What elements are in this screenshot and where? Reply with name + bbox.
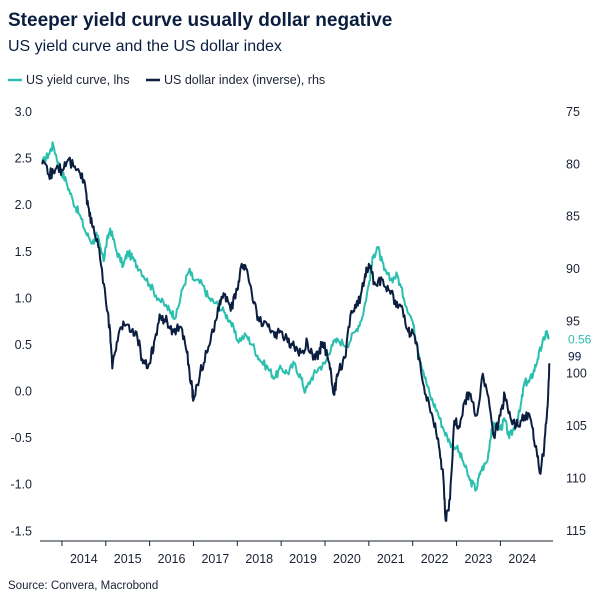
- left-axis-tick-label: 3.0: [15, 105, 32, 119]
- right-axis-tick-label: 90: [566, 262, 580, 276]
- left-axis-tick-label: 2.5: [15, 152, 32, 166]
- right-axis-tick-label: 105: [566, 419, 587, 433]
- x-axis-tick-label: 2019: [289, 552, 317, 566]
- x-axis-tick-label: 2016: [158, 552, 186, 566]
- right-axis-tick-label: 100: [566, 367, 587, 381]
- right-axis-tick-label: 95: [566, 314, 580, 328]
- x-axis-tick-label: 2015: [114, 552, 142, 566]
- left-axis-tick-label: 0.0: [15, 385, 32, 399]
- legend: US yield curve, lhs US dollar index (inv…: [8, 73, 325, 87]
- left-axis-tick-label: -1.0: [10, 478, 32, 492]
- right-axis-tick-label: 110: [566, 471, 586, 485]
- right-axis-tick-label: 115: [566, 524, 586, 538]
- series-line-yield-curve: [41, 141, 550, 492]
- x-axis-tick-label: 2020: [333, 552, 361, 566]
- x-axis-tick-label: 2022: [421, 552, 449, 566]
- left-axis-tick-label: -0.5: [10, 431, 32, 445]
- legend-label-dollar-index: US dollar index (inverse), rhs: [164, 73, 325, 87]
- x-axis-tick-label: 2021: [377, 552, 405, 566]
- left-axis-ticks: 3.0 2.5 2.0 1.5 1.0 0.5 0.0 -0.5 -1.0 -1.5: [10, 105, 32, 538]
- end-label-yield-curve: 0.56: [568, 332, 592, 346]
- chart-subtitle: US yield curve and the US dollar index: [8, 38, 282, 55]
- x-axis-tick-label: 2024: [508, 552, 536, 566]
- left-axis-tick-label: 1.5: [15, 245, 32, 259]
- left-axis-tick-label: 0.5: [15, 338, 32, 352]
- right-axis-tick-label: 75: [566, 105, 580, 119]
- x-axis-tick-label: 2018: [245, 552, 273, 566]
- right-axis-tick-label: 80: [566, 157, 580, 171]
- left-axis-tick-label: 2.0: [15, 198, 32, 212]
- plot-area: 2014 2015 2016 2017 2018 2019 2020 2021 2022 2023…: [10, 105, 591, 566]
- series-line-dollar-index: [41, 156, 551, 522]
- x-axis-tick-label: 2014: [70, 552, 98, 566]
- end-label-dollar-index: 99: [568, 349, 582, 363]
- chart-title: Steeper yield curve usually dollar negat…: [8, 10, 392, 31]
- source-note: Source: Convera, Macrobond: [8, 580, 158, 592]
- left-axis-tick-label: 1.0: [15, 291, 32, 305]
- right-axis-ticks: 75 80 85 90 95 100 105 110 115: [566, 105, 587, 538]
- left-axis-tick-label: -1.5: [10, 524, 32, 538]
- x-axis-ticks: 2014 2015 2016 2017 2018 2019 2020 2021 2022 2023…: [61, 541, 536, 566]
- x-axis-tick-label: 2023: [465, 552, 493, 566]
- legend-label-yield-curve: US yield curve, lhs: [26, 73, 130, 87]
- right-axis-tick-label: 85: [566, 210, 580, 224]
- x-axis-tick-label: 2017: [201, 552, 229, 566]
